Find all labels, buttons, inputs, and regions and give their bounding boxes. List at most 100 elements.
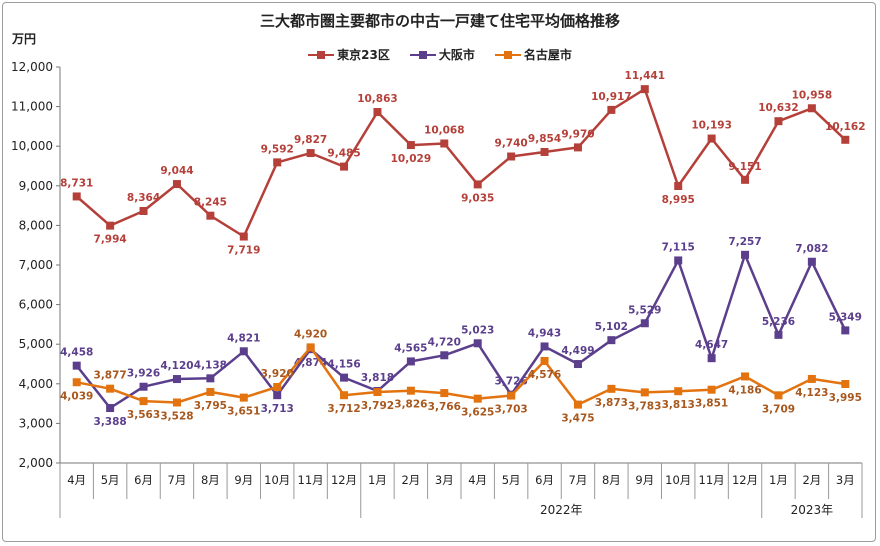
data-point — [106, 384, 115, 393]
data-point — [172, 180, 181, 189]
data-label: 3,713 — [261, 403, 294, 415]
data-point — [172, 375, 181, 384]
x-tick-label: 2月 — [802, 473, 821, 487]
data-label: 8,364 — [127, 192, 160, 204]
legend-swatch-nagoya — [494, 50, 521, 60]
data-label: 5,102 — [595, 321, 628, 333]
data-label: 7,994 — [94, 234, 127, 246]
legend-label-nagoya: 名古屋市 — [523, 48, 572, 62]
data-point — [273, 391, 282, 400]
data-label: 3,563 — [127, 409, 160, 421]
data-label: 10,958 — [792, 89, 833, 101]
y-tick-label: 11,000 — [11, 100, 53, 114]
data-label: 3,926 — [127, 368, 160, 380]
x-tick-label: 11月 — [699, 473, 725, 487]
data-point — [239, 347, 248, 356]
data-point — [406, 386, 415, 395]
y-tick-label: 6,000 — [19, 298, 53, 312]
data-label: 3,813 — [662, 399, 695, 411]
data-label: 5,529 — [628, 304, 661, 316]
y-tick-label: 8,000 — [19, 218, 53, 232]
data-label: 10,029 — [391, 153, 432, 165]
data-point — [340, 391, 349, 400]
data-label: 5,236 — [762, 316, 795, 328]
x-tick-label: 12月 — [732, 473, 758, 487]
y-tick-label: 4,000 — [19, 377, 53, 391]
x-tick-label: 5月 — [502, 473, 521, 487]
data-label: 4,576 — [528, 369, 561, 381]
data-point — [406, 141, 415, 150]
data-label: 3,712 — [327, 403, 360, 415]
x-tick-label: 10月 — [264, 473, 290, 487]
chart-legend: 東京23区 大阪市 名古屋市 — [0, 46, 880, 63]
x-tick-label: 3月 — [435, 473, 454, 487]
data-point — [741, 372, 750, 381]
data-point — [774, 391, 783, 400]
data-label: 8,995 — [662, 194, 695, 206]
y-tick-label: 9,000 — [19, 179, 53, 193]
legend-swatch-tokyo — [308, 50, 335, 60]
data-point — [707, 354, 716, 363]
data-point — [540, 356, 549, 365]
data-point — [707, 385, 716, 394]
data-point — [640, 319, 649, 328]
data-point — [139, 382, 148, 391]
legend-label-tokyo: 東京23区 — [337, 48, 390, 62]
data-label: 4,186 — [728, 384, 761, 396]
data-label: 3,475 — [561, 413, 594, 425]
data-point — [607, 105, 616, 114]
chart-title: 三大都市圏主要都市の中古一戸建て住宅平均価格推移 — [259, 12, 620, 30]
series-line — [76, 346, 846, 406]
data-label: 3,528 — [160, 410, 193, 422]
data-point — [640, 85, 649, 94]
data-label: 4,821 — [227, 332, 260, 344]
year-group-label: 2023年 — [791, 503, 834, 517]
x-tick-label: 11月 — [298, 473, 324, 487]
data-label: 9,044 — [160, 165, 193, 177]
data-point — [72, 378, 81, 387]
x-tick-label: 8月 — [602, 473, 621, 487]
data-label: 9,740 — [495, 137, 528, 149]
y-tick-label: 2,000 — [19, 456, 53, 470]
data-point — [340, 373, 349, 382]
data-label: 3,877 — [94, 370, 127, 382]
data-point — [440, 139, 449, 148]
data-point — [306, 343, 315, 352]
data-point — [841, 135, 850, 144]
data-point — [72, 192, 81, 201]
data-label: 3,388 — [94, 416, 127, 428]
data-point — [573, 360, 582, 369]
data-label: 4,565 — [394, 342, 427, 354]
x-tick-label: 1月 — [769, 473, 788, 487]
data-label: 3,873 — [595, 397, 628, 409]
data-label: 8,245 — [194, 197, 227, 209]
data-label: 10,193 — [691, 120, 732, 132]
data-label: 7,082 — [795, 243, 828, 255]
data-point — [507, 152, 516, 161]
data-point — [707, 134, 716, 143]
x-tick-label: 6月 — [535, 473, 554, 487]
y-tick-label: 10,000 — [11, 139, 53, 153]
data-point — [741, 175, 750, 184]
data-label: 3,726 — [495, 376, 528, 388]
data-label: 4,647 — [695, 339, 728, 351]
data-point — [373, 388, 382, 397]
x-tick-label: 4月 — [468, 473, 487, 487]
x-tick-label: 9月 — [635, 473, 654, 487]
data-point — [807, 104, 816, 113]
data-label: 4,138 — [194, 359, 227, 371]
data-label: 9,151 — [728, 161, 761, 173]
data-point — [540, 147, 549, 156]
data-label: 9,970 — [561, 128, 594, 140]
data-label: 4,920 — [294, 328, 327, 340]
y-tick-label: 3,000 — [19, 416, 53, 430]
data-label: 4,156 — [327, 359, 360, 371]
x-tick-label: 9月 — [234, 473, 253, 487]
data-point — [373, 108, 382, 117]
data-label: 3,766 — [428, 401, 461, 413]
legend-swatch-osaka — [409, 50, 436, 60]
data-label: 3,795 — [194, 400, 227, 412]
x-tick-label: 4月 — [67, 473, 86, 487]
